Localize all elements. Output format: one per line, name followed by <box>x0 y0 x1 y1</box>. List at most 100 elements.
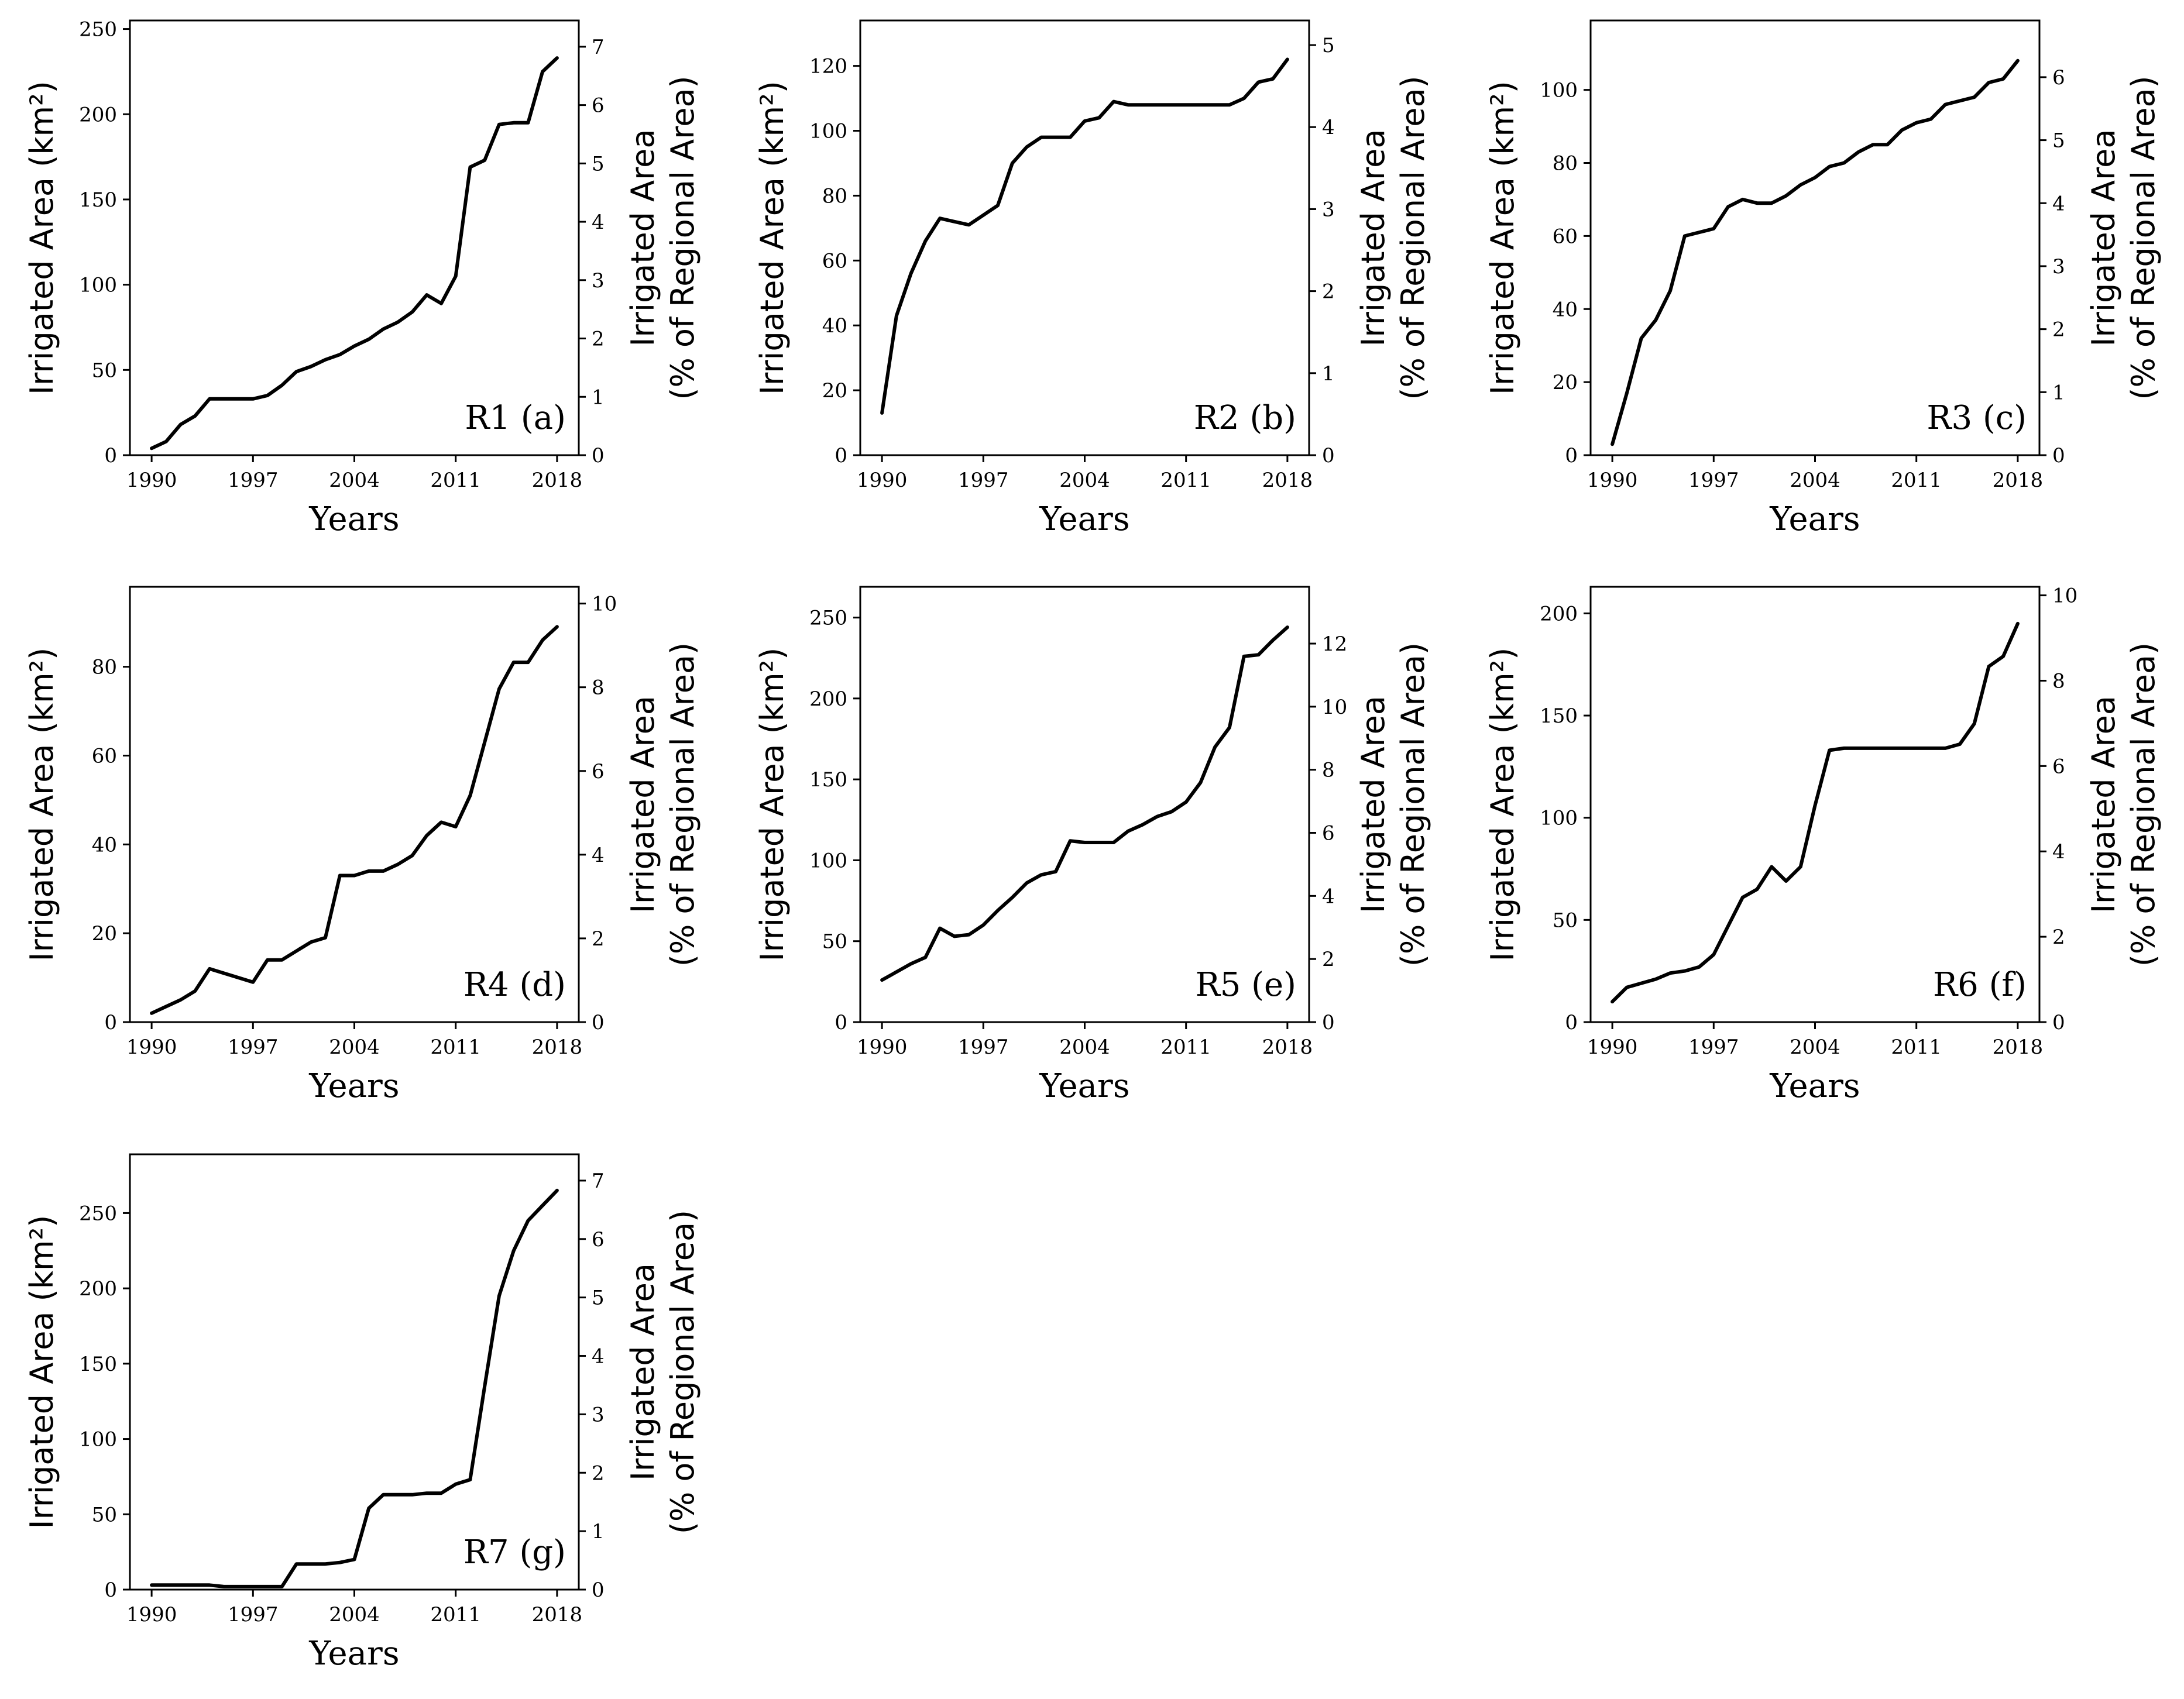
y2-axis-title-line2: (% of Regional Area) <box>664 75 701 400</box>
x-tick-label: 2018 <box>532 1036 583 1059</box>
x-axis-title: Years <box>1039 500 1129 538</box>
x-tick-label: 2004 <box>329 1036 380 1059</box>
y-tick-label: 150 <box>79 1353 117 1376</box>
chart-panel: 1990 1997 2004 2011 2018 0 20 40 60 80 100 0 1 2 3 4 5 6 Y… <box>1484 19 2162 538</box>
y2-tick-label: 2 <box>592 927 605 951</box>
x-axis-title: Years <box>308 1635 399 1673</box>
y2-tick-label: 6 <box>1322 822 1335 845</box>
x-tick-label: 1997 <box>1688 1036 1739 1059</box>
x-tick-label: 1990 <box>857 469 908 492</box>
plot-frame <box>129 1153 580 1591</box>
y-tick-label: 0 <box>1565 1011 1578 1034</box>
x-tick-label: 2011 <box>430 469 481 492</box>
y2-axis-title-line2: (% of Regional Area) <box>2125 75 2162 400</box>
y-tick-label: 40 <box>92 833 117 857</box>
x-tick-label: 1997 <box>228 1036 279 1059</box>
panel-label: R6 (f) <box>1933 966 2027 1004</box>
y-tick-label: 0 <box>835 1011 847 1034</box>
y-tick-label: 250 <box>79 18 117 42</box>
x-tick-label: 2004 <box>1790 1036 1840 1059</box>
chart-panel: 1990 1997 2004 2011 2018 0 20 40 60 80 0 2 4 6 8 10 Year… <box>23 586 701 1105</box>
x-tick-label: 2004 <box>329 1603 380 1626</box>
y-axis-title: Irrigated Area (km²) <box>23 648 60 962</box>
y2-tick-label: 2 <box>1322 280 1335 304</box>
x-axis-title: Years <box>308 500 399 538</box>
y-tick-label: 60 <box>92 744 117 768</box>
y-tick-label: 0 <box>104 1011 117 1034</box>
y2-tick-label: 5 <box>592 152 605 176</box>
plot-frame <box>129 586 580 1023</box>
y2-tick-label: 4 <box>592 1345 605 1368</box>
x-tick-label: 2011 <box>430 1603 481 1626</box>
y2-tick-label: 0 <box>592 444 605 467</box>
chart-panel: 1990 1997 2004 2011 2018 0 50 100 150 200 250 0 2 4 6 8… <box>754 586 1431 1105</box>
y-axis-title: Irrigated Area (km²) <box>1484 81 1521 395</box>
y2-tick-label: 8 <box>2052 669 2065 693</box>
x-tick-label: 1990 <box>126 1036 177 1059</box>
y2-tick-label: 4 <box>1322 116 1335 139</box>
y-tick-label: 100 <box>809 849 847 872</box>
y2-tick-label: 6 <box>592 1228 605 1251</box>
y2-tick-label: 5 <box>2052 129 2065 153</box>
y-tick-label: 20 <box>92 922 117 945</box>
y2-tick-label: 4 <box>592 211 605 234</box>
y-tick-label: 20 <box>822 379 847 403</box>
y-tick-label: 200 <box>1540 602 1578 625</box>
y-tick-label: 80 <box>92 656 117 679</box>
y2-tick-label: 10 <box>2052 584 2077 608</box>
x-tick-label: 2018 <box>1262 469 1313 492</box>
y-tick-label: 150 <box>1540 704 1578 728</box>
x-tick-label: 2004 <box>1790 469 1840 492</box>
y-tick-label: 200 <box>79 103 117 126</box>
y2-axis-title-line1: Irrigated Area <box>2085 129 2122 347</box>
y-tick-label: 0 <box>835 444 847 467</box>
panel-label: R3 (c) <box>1927 399 2027 437</box>
y2-tick-label: 6 <box>592 94 605 118</box>
chart-panel: 1990 1997 2004 2011 2018 0 50 100 150 200 250 0 1 2 3 4… <box>23 1153 701 1673</box>
x-tick-label: 2018 <box>1993 1036 2044 1059</box>
x-tick-label: 1990 <box>1587 1036 1638 1059</box>
y2-tick-label: 2 <box>2052 926 2065 949</box>
y2-tick-label: 3 <box>1322 198 1335 221</box>
series-line <box>880 625 1289 982</box>
y2-tick-label: 0 <box>592 1578 605 1602</box>
y2-tick-label: 6 <box>2052 755 2065 778</box>
series-line <box>1610 621 2020 1004</box>
y-tick-label: 50 <box>92 1503 117 1526</box>
x-tick-label: 2004 <box>1059 1036 1110 1059</box>
x-axis-title: Years <box>1039 1067 1129 1105</box>
y-tick-label: 100 <box>79 1428 117 1452</box>
y2-axis-title-line2: (% of Regional Area) <box>664 1210 701 1534</box>
y-tick-label: 60 <box>822 249 847 273</box>
y-axis-title: Irrigated Area (km²) <box>23 1215 60 1529</box>
y-tick-label: 0 <box>1565 444 1578 467</box>
y2-tick-label: 3 <box>592 1403 605 1426</box>
x-axis-title: Years <box>308 1067 399 1105</box>
y-axis-title: Irrigated Area (km²) <box>1484 648 1521 962</box>
y2-tick-label: 1 <box>592 386 605 409</box>
y2-tick-label: 0 <box>2052 444 2065 467</box>
y2-tick-label: 2 <box>2052 318 2065 342</box>
y2-tick-label: 12 <box>1322 632 1347 656</box>
y2-tick-label: 4 <box>592 844 605 867</box>
y-axis-title: Irrigated Area (km²) <box>754 648 791 962</box>
y2-tick-label: 2 <box>592 1461 605 1485</box>
y2-tick-label: 1 <box>2052 381 2065 404</box>
y-tick-label: 40 <box>822 314 847 338</box>
y2-tick-label: 6 <box>2052 66 2065 90</box>
y2-tick-label: 4 <box>2052 192 2065 215</box>
x-tick-label: 1990 <box>126 1603 177 1626</box>
panel-label: R2 (b) <box>1194 399 1296 437</box>
y2-tick-label: 8 <box>592 676 605 700</box>
x-tick-label: 2004 <box>329 469 380 492</box>
y-tick-label: 0 <box>104 1578 117 1602</box>
y2-axis-title-line1: Irrigated Area <box>624 1263 661 1481</box>
y2-tick-label: 10 <box>1322 696 1347 719</box>
y-tick-label: 150 <box>79 188 117 212</box>
plot-frame <box>1589 19 2041 456</box>
y-tick-label: 200 <box>809 687 847 711</box>
x-tick-label: 2018 <box>1993 469 2044 492</box>
y2-axis-title-line2: (% of Regional Area) <box>2125 642 2162 967</box>
series-line <box>1610 59 2020 446</box>
y2-axis-title-line1: Irrigated Area <box>624 129 661 347</box>
